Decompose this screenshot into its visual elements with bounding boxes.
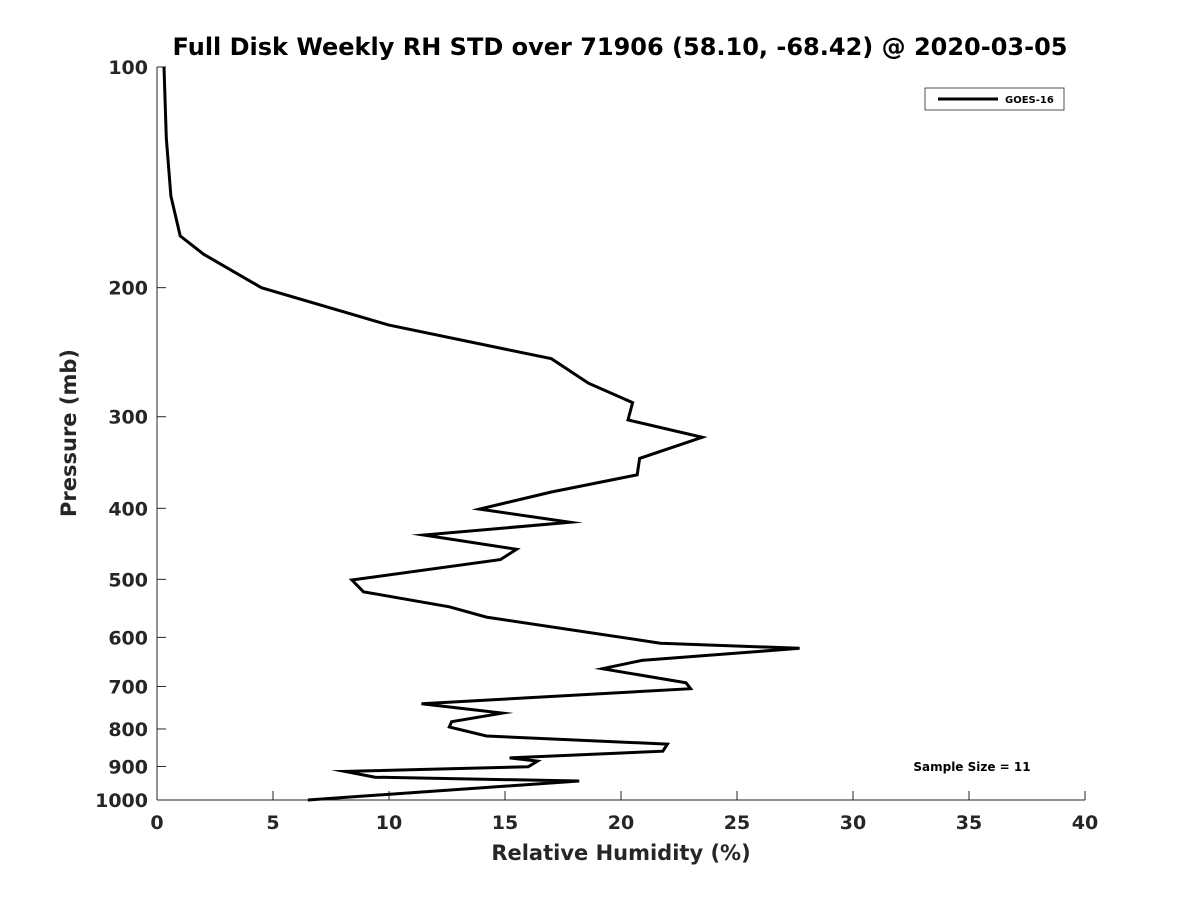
series-group	[162, 66, 800, 802]
y-tick-label: 1000	[95, 790, 148, 812]
y-tick-label: 100	[108, 57, 148, 79]
legend-label: GOES-16	[1005, 95, 1054, 106]
x-tick-label: 15	[492, 812, 518, 834]
y-tick-label: 700	[108, 676, 148, 698]
x-tick-label: 30	[840, 812, 866, 834]
x-tick-label: 35	[956, 812, 982, 834]
x-tick-label: 20	[608, 812, 634, 834]
y-tick-label: 900	[108, 756, 148, 778]
x-axis-label: Relative Humidity (%)	[491, 841, 750, 865]
plot-area	[157, 67, 1085, 800]
y-tick-label: 300	[108, 407, 148, 429]
y-tick-label: 800	[108, 719, 148, 741]
y-axis-label: Pressure (mb)	[57, 349, 81, 517]
y-tick-label: 600	[108, 627, 148, 649]
y-tick-label: 200	[108, 278, 148, 300]
y-tick-label: 400	[108, 498, 148, 520]
y-tick-label: 500	[108, 569, 148, 591]
x-ticks: 0 5 10 15 20 25 30 35 40	[150, 791, 1098, 834]
x-tick-label: 40	[1072, 812, 1098, 834]
sample-size-annotation: Sample Size = 11	[913, 760, 1030, 774]
series-line-goes-16	[162, 66, 800, 802]
x-tick-label: 25	[724, 812, 750, 834]
chart-title: Full Disk Weekly RH STD over 71906 (58.1…	[173, 33, 1068, 61]
x-tick-label: 10	[376, 812, 402, 834]
x-tick-label: 0	[150, 812, 163, 834]
y-ticks: 100 200 300 400 500 600 700 800 900 1000	[95, 57, 166, 812]
legend: GOES-16	[924, 87, 1065, 111]
x-tick-label: 5	[266, 812, 279, 834]
